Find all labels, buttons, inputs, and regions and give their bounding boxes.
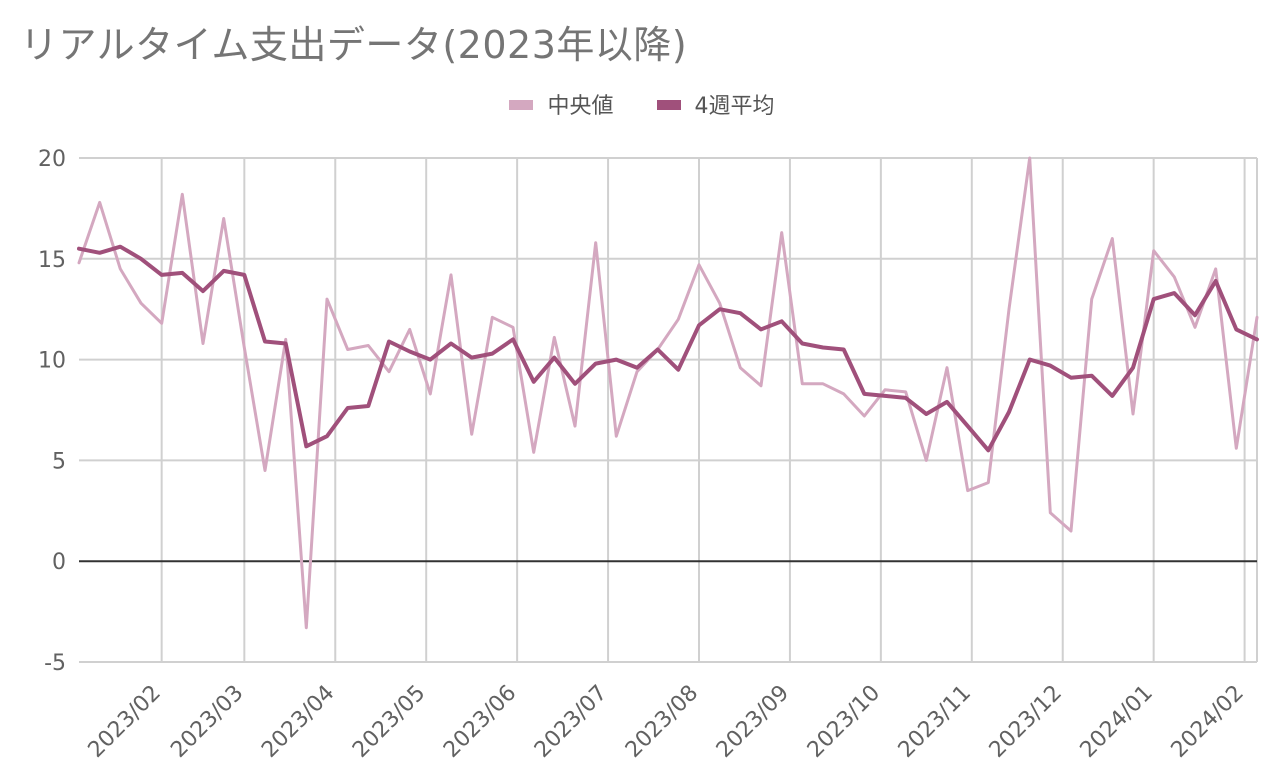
legend-label-4week-average: 4週平均 [694, 94, 775, 119]
x-tick-label: 2023/04 [257, 681, 339, 763]
x-tick-label: 2024/02 [1167, 681, 1249, 763]
x-axis-ticks: 2023/02 2023/03 2023/04 2023/05 2023/06 2023/… [84, 681, 1249, 763]
chart-title: リアルタイム支出データ(2023年以降) [20, 23, 688, 67]
x-tick-label: 2023/02 [84, 681, 166, 763]
series-line-median [77, 156, 1259, 630]
series-line-4week-average [77, 244, 1259, 453]
x-tick-label: 2023/06 [439, 681, 521, 763]
legend-swatch-4week-average [656, 100, 681, 110]
x-tick-label: 2023/11 [894, 681, 976, 763]
gridlines [79, 157, 1258, 663]
x-tick-label: 2023/08 [621, 681, 703, 763]
x-tick-label: 2023/05 [348, 681, 430, 763]
x-tick-label: 2023/10 [803, 681, 885, 763]
x-tick-label: 2023/12 [985, 681, 1067, 763]
legend-swatch-median [509, 100, 534, 110]
x-tick-label: 2023/07 [530, 681, 612, 763]
y-tick-label: 10 [38, 349, 66, 374]
y-tick-label: -5 [44, 651, 66, 676]
y-tick-label: 20 [38, 147, 66, 172]
x-tick-label: 2024/01 [1076, 681, 1158, 763]
legend-item-median[interactable]: 中央値 [509, 88, 614, 120]
legend-item-4week-average[interactable]: 4週平均 [656, 88, 775, 120]
legend-label-median: 中央値 [547, 94, 614, 119]
y-tick-label: 15 [38, 248, 66, 273]
y-tick-label: 0 [52, 550, 66, 575]
x-tick-label: 2023/09 [712, 681, 794, 763]
series-layer [77, 156, 1259, 630]
y-axis-ticks: -5 0 5 10 15 20 [38, 147, 66, 676]
y-tick-label: 5 [52, 449, 66, 474]
chart-legend: 中央値 4週平均 [0, 88, 1284, 120]
x-tick-label: 2023/03 [166, 681, 248, 763]
